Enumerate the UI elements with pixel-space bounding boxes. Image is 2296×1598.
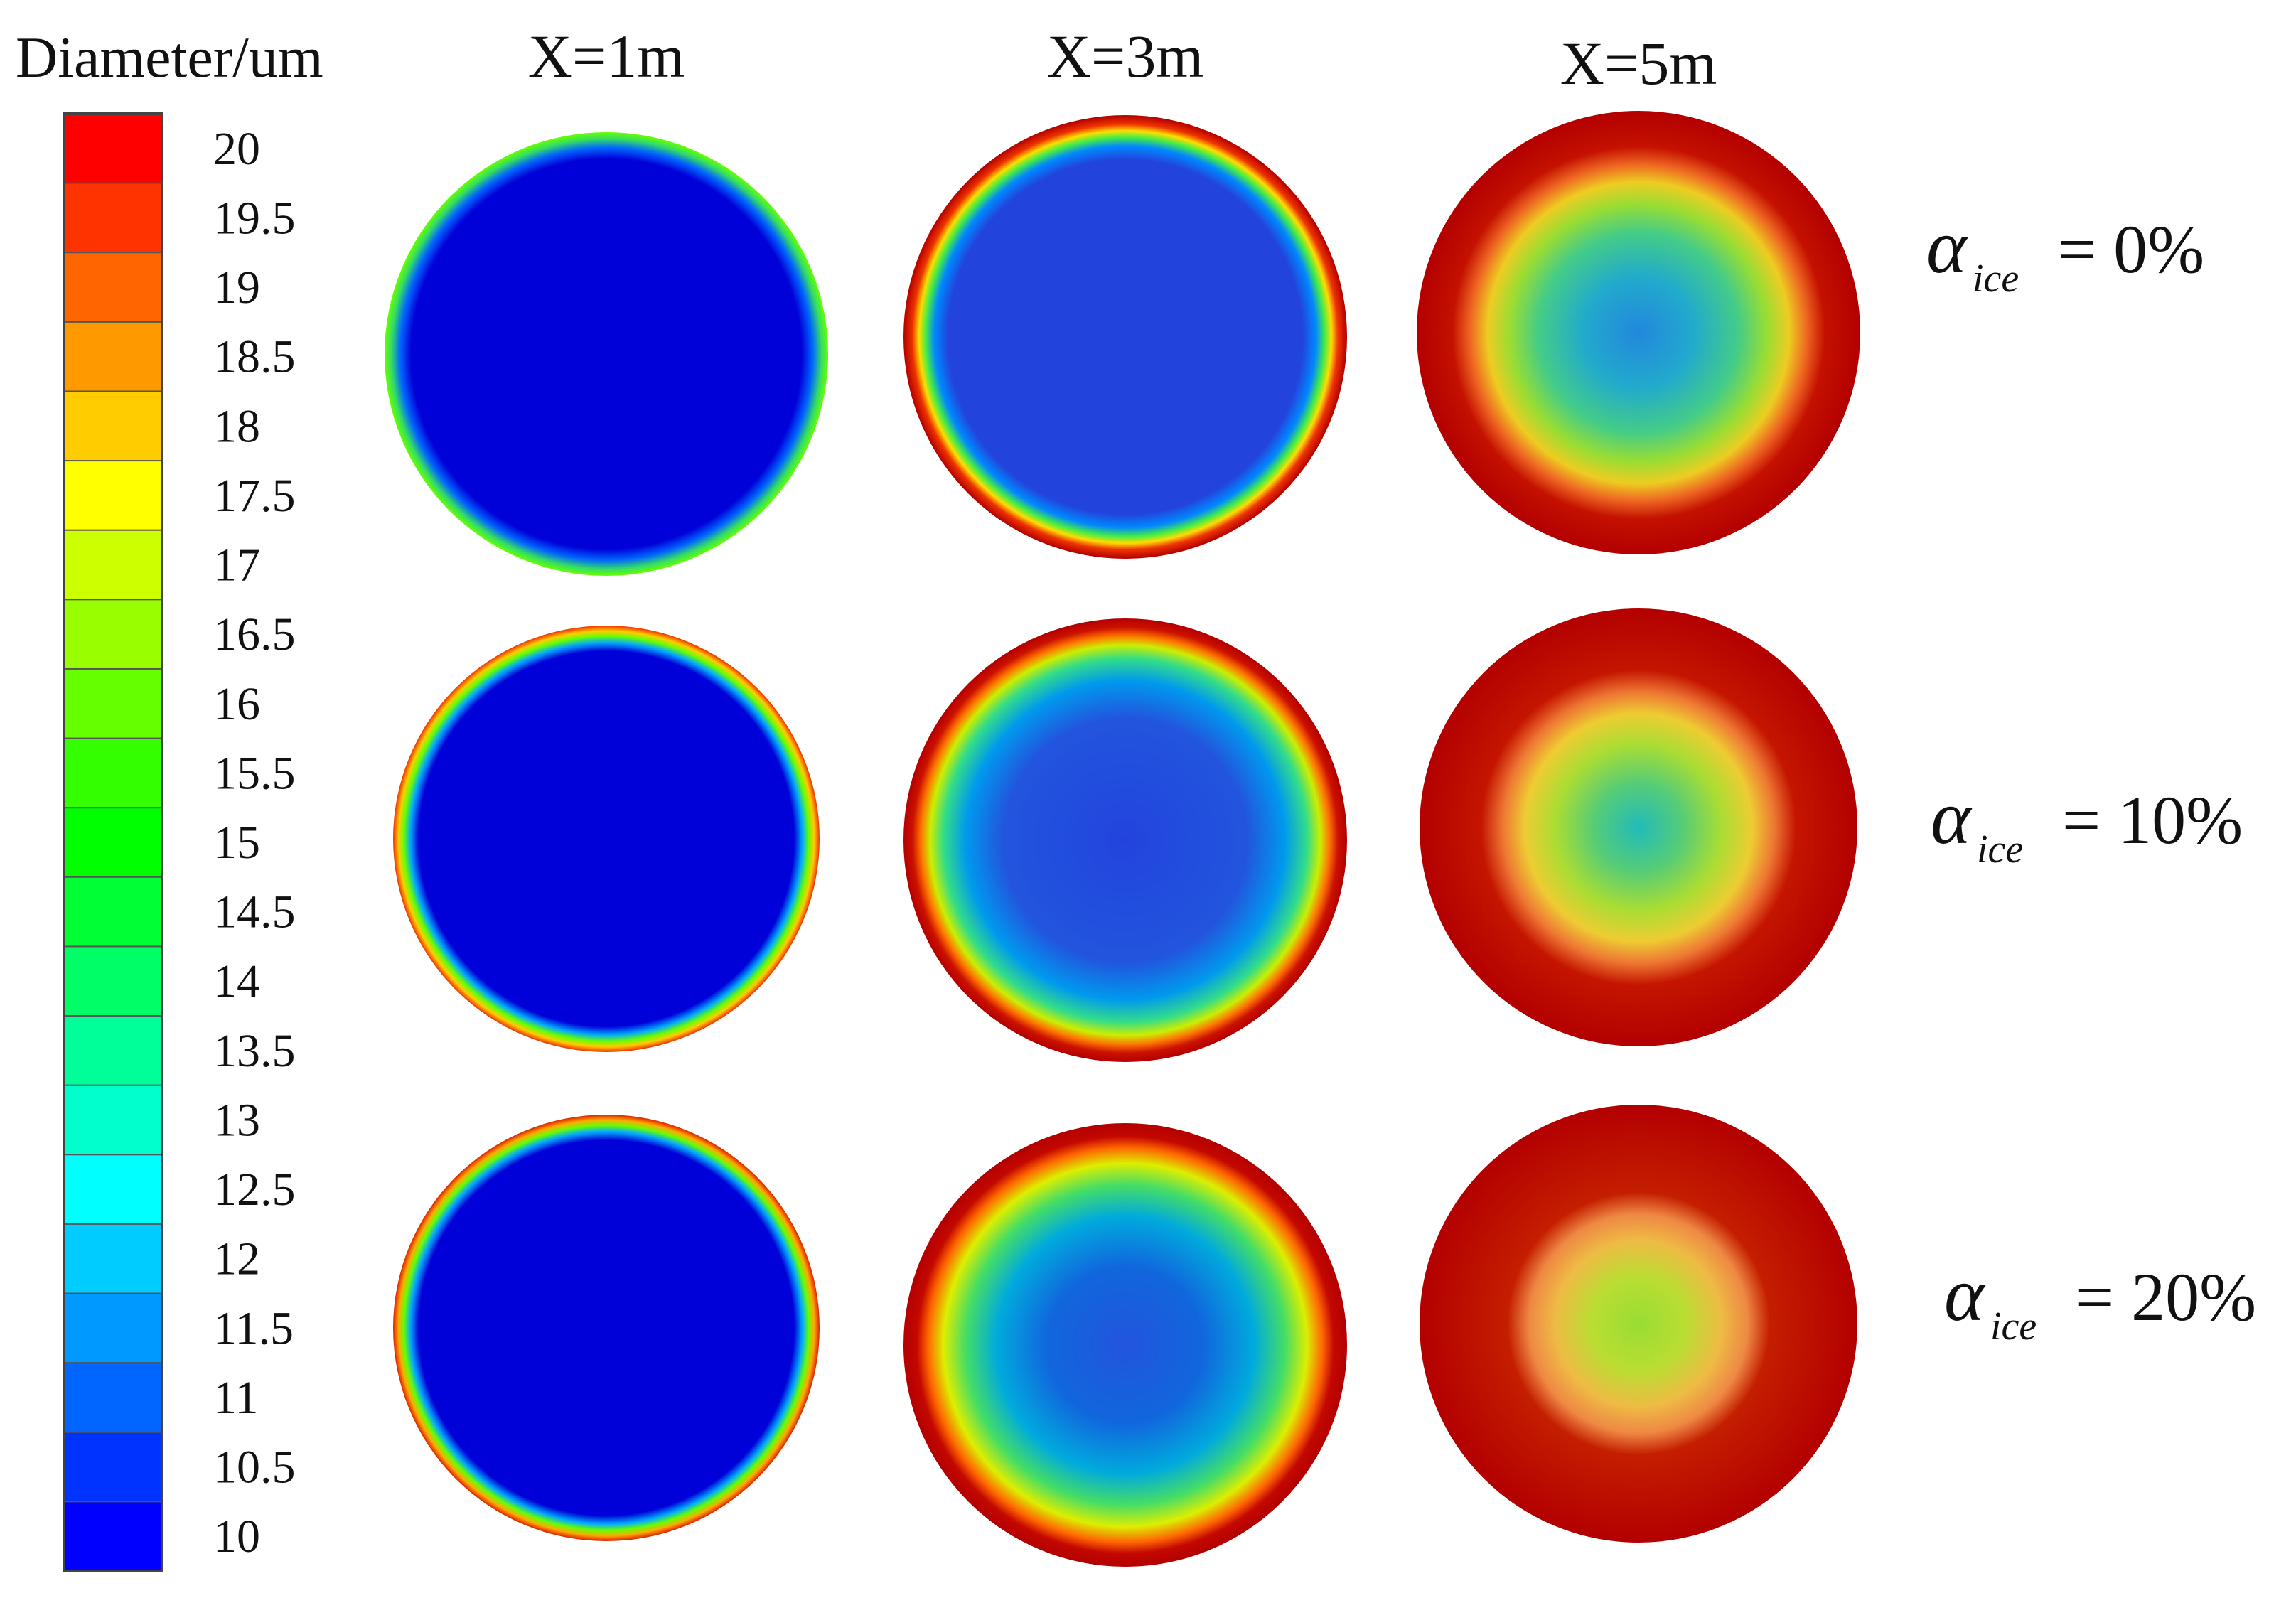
colorbar-band bbox=[63, 1015, 163, 1087]
contour-disc-r1-c0 bbox=[393, 626, 820, 1052]
colorbar-title: Diameter/um bbox=[16, 25, 323, 90]
colorbar-band bbox=[63, 599, 163, 670]
alpha-symbol: α bbox=[1931, 776, 1973, 860]
alpha-subscript: ice bbox=[1990, 1304, 2037, 1348]
colorbar-tick-label: 11.5 bbox=[213, 1302, 294, 1354]
colorbar-tick-label: 16.5 bbox=[213, 608, 296, 660]
colorbar-tick-label: 18 bbox=[213, 400, 260, 452]
colorbar-tick-label: 14.5 bbox=[213, 886, 296, 938]
colorbar-tick-label: 14 bbox=[213, 955, 260, 1007]
colorbar-frame bbox=[63, 112, 163, 1572]
colorbar-tick-labels: 20 19.5 19 18.5 18 17.5 17 16.5 16 15.5 15 14.5 14 13… bbox=[213, 123, 296, 1562]
column-header-x1: X=1m bbox=[528, 22, 685, 90]
colorbar-band bbox=[63, 1223, 163, 1295]
colorbar-tick-label: 15 bbox=[213, 817, 260, 869]
colorbar-tick-label: 12.5 bbox=[213, 1164, 296, 1216]
alpha-value: = 20% bbox=[2076, 1259, 2256, 1335]
colorbar-band bbox=[63, 321, 163, 392]
contour-disc-r0-c0 bbox=[385, 132, 828, 576]
colorbar-band bbox=[63, 876, 163, 948]
colorbar-tick-label: 18.5 bbox=[213, 331, 296, 383]
contour-grid bbox=[385, 111, 1860, 1567]
contour-disc-r2-c2 bbox=[1420, 1105, 1857, 1543]
alpha-symbol: α bbox=[1944, 1253, 1986, 1337]
contour-disc-r1-c1 bbox=[903, 618, 1347, 1062]
alpha-subscript: ice bbox=[1973, 257, 2019, 301]
colorbar-band bbox=[63, 807, 163, 879]
colorbar-band bbox=[63, 529, 163, 601]
colorbar-band bbox=[63, 667, 163, 740]
colorbar-band bbox=[63, 1084, 163, 1156]
colorbar-tick-label: 10 bbox=[213, 1511, 260, 1562]
colorbar-tick-label: 17.5 bbox=[213, 470, 296, 522]
colorbar-tick-label: 12 bbox=[213, 1233, 260, 1285]
column-header-x5: X=5m bbox=[1560, 29, 1717, 97]
colorbar-tick-label: 19.5 bbox=[213, 192, 296, 244]
row-label-0: α ice = 0% bbox=[1926, 205, 2204, 301]
contour-disc-r2-c1 bbox=[903, 1123, 1347, 1567]
colorbar-tick-label: 19 bbox=[213, 262, 260, 313]
colorbar-tick-label: 20 bbox=[213, 123, 260, 175]
colorbar bbox=[63, 112, 163, 1572]
column-header-x3: X=3m bbox=[1047, 22, 1204, 90]
colorbar-tick-label: 15.5 bbox=[213, 747, 296, 799]
alpha-value: = 10% bbox=[2062, 782, 2243, 858]
colorbar-band bbox=[63, 252, 163, 323]
colorbar-band bbox=[63, 1501, 163, 1572]
colorbar-band bbox=[63, 737, 163, 809]
colorbar-band bbox=[63, 1154, 163, 1226]
colorbar-tick-label: 10.5 bbox=[213, 1442, 296, 1494]
colorbar-tick-label: 16 bbox=[213, 678, 260, 730]
colorbar-tick-label: 17 bbox=[213, 540, 260, 591]
contour-disc-r2-c0 bbox=[393, 1115, 820, 1541]
colorbar-band bbox=[63, 182, 163, 254]
contour-disc-r0-c1 bbox=[903, 115, 1347, 559]
colorbar-band bbox=[63, 945, 163, 1017]
row-label-1: α ice = 10% bbox=[1931, 776, 2243, 872]
colorbar-band bbox=[63, 460, 163, 532]
alpha-value: = 0% bbox=[2058, 211, 2204, 287]
colorbar-band bbox=[63, 1362, 163, 1434]
contour-disc-r0-c2 bbox=[1417, 111, 1860, 554]
colorbar-band bbox=[63, 1431, 163, 1503]
colorbar-tick-label: 13.5 bbox=[213, 1025, 296, 1077]
contour-disc-r1-c2 bbox=[1420, 608, 1857, 1046]
alpha-symbol: α bbox=[1926, 205, 1968, 289]
colorbar-tick-label: 13 bbox=[213, 1094, 260, 1146]
colorbar-band bbox=[63, 1292, 163, 1364]
row-label-2: α ice = 20% bbox=[1944, 1253, 2256, 1348]
alpha-subscript: ice bbox=[1977, 827, 2023, 872]
colorbar-band bbox=[63, 390, 163, 462]
colorbar-band bbox=[63, 113, 163, 185]
colorbar-tick-label: 11 bbox=[213, 1372, 259, 1424]
